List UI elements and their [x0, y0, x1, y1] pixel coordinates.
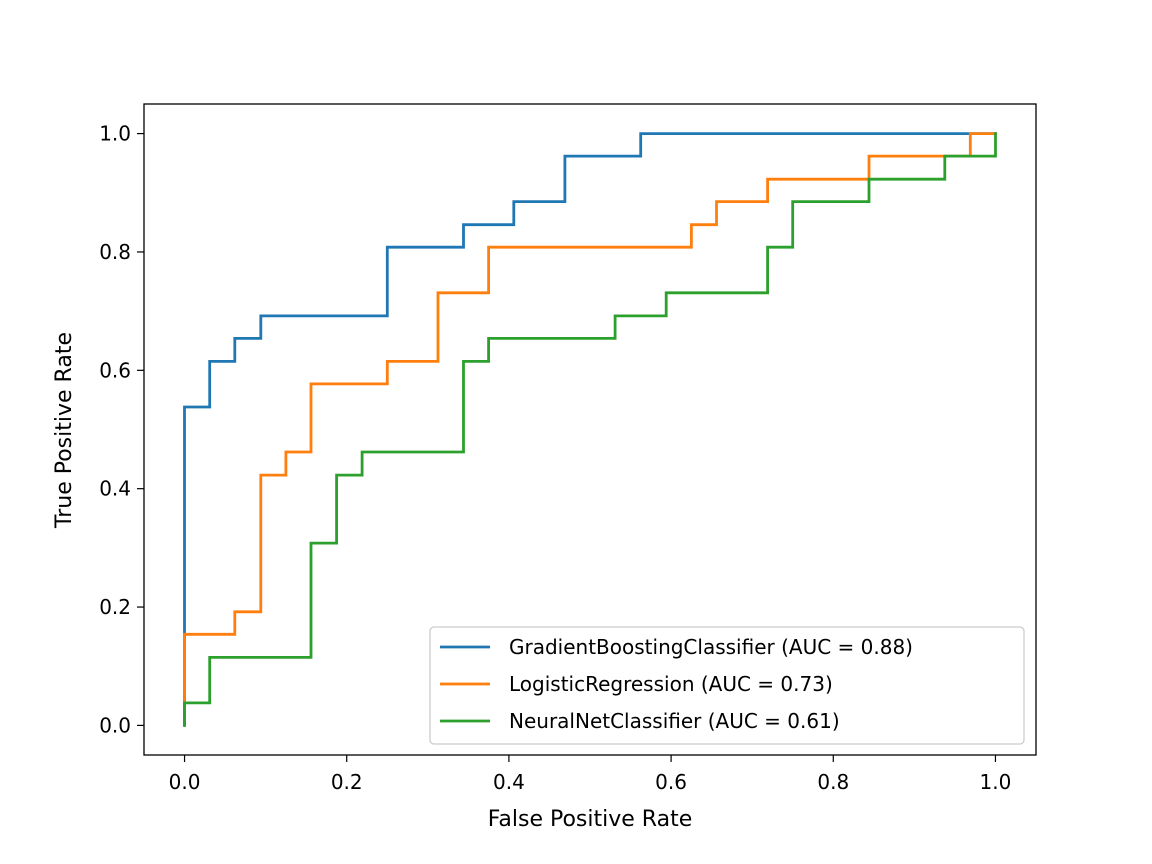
axes-frame [143, 103, 1037, 756]
y-axis-ticks: 0.0 0.2 0.4 0.6 0.8 1.0 [99, 122, 144, 737]
y-tick-label: 0.8 [99, 240, 131, 264]
legend-label-1: GradientBoostingClassifier (AUC = 0.88) [509, 635, 913, 659]
series-line-1 [183, 132, 997, 727]
y-tick-label: 0.0 [99, 713, 131, 737]
legend-label-3: NeuralNetClassifier (AUC = 0.61) [509, 709, 840, 733]
y-tick-label: 0.4 [99, 477, 131, 501]
series-line-3 [183, 132, 997, 727]
legend-label-2: LogisticRegression (AUC = 0.73) [509, 672, 833, 696]
x-tick-label: 0.6 [655, 770, 687, 794]
legend-box [429, 626, 1025, 745]
x-axis-label: False Positive Rate [488, 807, 692, 832]
plot-area [143, 103, 1037, 756]
series-layer [183, 132, 997, 727]
x-tick-label: 0.8 [817, 770, 849, 794]
x-tick-label: 0.0 [169, 770, 201, 794]
y-tick-label: 0.6 [99, 358, 131, 382]
x-tick-label: 0.2 [331, 770, 363, 794]
y-tick-label: 0.2 [99, 595, 131, 619]
series-line-2 [183, 132, 997, 705]
x-tick-label: 1.0 [980, 770, 1012, 794]
y-axis-label: True Positive Rate [52, 332, 77, 529]
y-tick-label: 1.0 [99, 122, 131, 146]
x-axis-ticks: 0.0 0.2 0.4 0.6 0.8 1.0 [169, 755, 1012, 794]
legend: GradientBoostingClassifier (AUC = 0.88) L… [429, 626, 1025, 745]
x-tick-label: 0.4 [493, 770, 525, 794]
